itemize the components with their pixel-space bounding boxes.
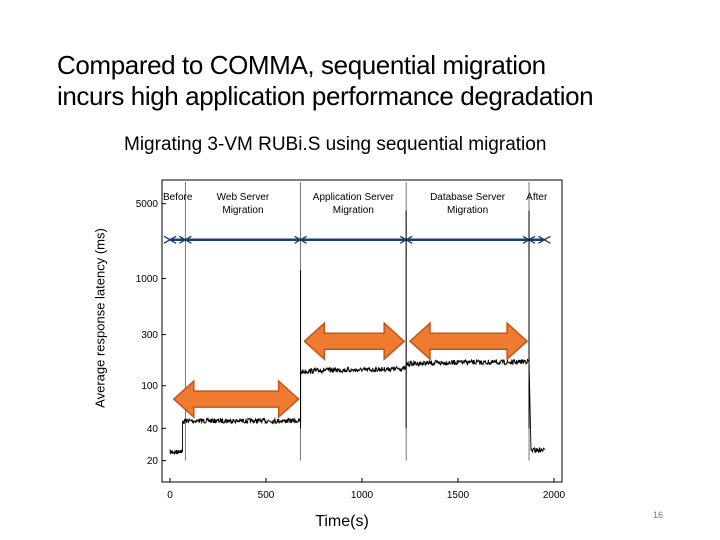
phase-arrowhead-right-5 — [543, 235, 551, 244]
slide-title: Compared to COMMA, sequential migration … — [57, 50, 697, 112]
phase-label-2-line-2: Migration — [333, 205, 374, 216]
phase-arrowhead-right-0 — [168, 235, 177, 244]
y-tick-label-20: 20 — [147, 456, 159, 467]
y-tick-label-5000: 5000 — [136, 199, 159, 210]
slide-title-line-1: Compared to COMMA, sequential migration — [57, 50, 546, 80]
phase-label-3-line-2: Migration — [447, 205, 488, 216]
x-tick-label-500: 500 — [258, 490, 275, 501]
x-tick-label-0: 0 — [167, 490, 173, 501]
phase-arrowhead-right-2 — [299, 235, 307, 244]
chart-title: Migrating 3-VM RUBi.S using sequential m… — [124, 134, 547, 155]
phase-label-1: Web Server — [217, 192, 270, 203]
x-tick-label-1000: 1000 — [351, 490, 374, 501]
y-tick-label-100: 100 — [141, 381, 158, 392]
y-tick-label-1000: 1000 — [136, 274, 159, 285]
phase-label-0: Before — [163, 192, 193, 203]
phase-label-4: After — [526, 192, 548, 203]
orange-double-arrow-0 — [172, 379, 300, 419]
phase-label-3: Database Server — [430, 192, 506, 203]
page-number: 16 — [653, 510, 664, 520]
y-tick-label-300: 300 — [141, 330, 158, 341]
x-tick-label-1500: 1500 — [447, 490, 470, 501]
phase-label-2: Application Server — [313, 192, 395, 203]
orange-double-arrow-1 — [303, 321, 406, 361]
y-tick-label-40: 40 — [147, 424, 159, 435]
x-axis-label: Time(s) — [315, 513, 369, 530]
phase-label-1-line-2: Migration — [222, 205, 263, 216]
slide-title-line-2: incurs high application performance degr… — [57, 81, 594, 111]
x-tick-label-2000: 2000 — [543, 490, 566, 501]
orange-double-arrow-2 — [408, 321, 529, 361]
plot-frame — [161, 179, 563, 483]
phase-arrowhead-right-1 — [183, 235, 192, 244]
